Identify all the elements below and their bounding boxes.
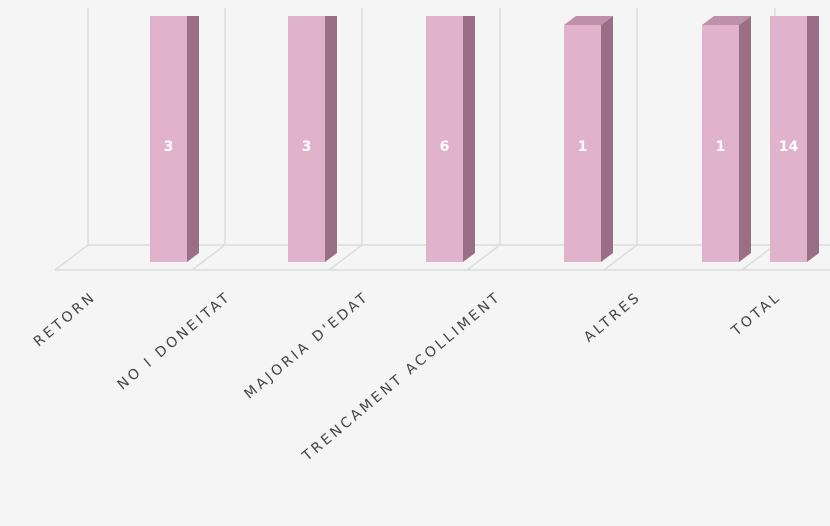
x-tick-label: RETORN: [31, 289, 100, 350]
x-tick-label: ALTRES: [581, 289, 645, 346]
value-label: 1: [578, 139, 588, 155]
x-tick-label: TOTAL: [728, 289, 785, 340]
bar-side: [739, 16, 751, 262]
bar-side: [601, 16, 613, 262]
bar: [150, 16, 187, 262]
value-label: 6: [440, 139, 450, 155]
bar-top: [564, 16, 613, 25]
bar: [426, 16, 475, 262]
bar: [564, 16, 613, 262]
bar: [150, 16, 199, 262]
bar: [564, 25, 601, 262]
x-tick-label: MAJORIA D'EDAT: [241, 289, 372, 403]
value-label: 1: [716, 139, 726, 155]
value-label: 3: [164, 139, 174, 155]
x-tick-label: NO I DONEITAT: [115, 289, 235, 393]
bar: [702, 16, 751, 262]
bars: [150, 16, 819, 262]
bar-side: [463, 16, 475, 262]
bar-side: [187, 16, 199, 262]
bar: [702, 25, 739, 262]
value-label: 3: [302, 139, 312, 155]
bar: [426, 16, 463, 262]
bar-top: [702, 16, 751, 25]
value-label: 14: [779, 139, 799, 155]
bar: [288, 16, 325, 262]
bar: [770, 16, 819, 262]
bar: [770, 16, 807, 262]
bar: [288, 16, 337, 262]
bar-side: [807, 16, 819, 262]
bar-side: [325, 16, 337, 262]
